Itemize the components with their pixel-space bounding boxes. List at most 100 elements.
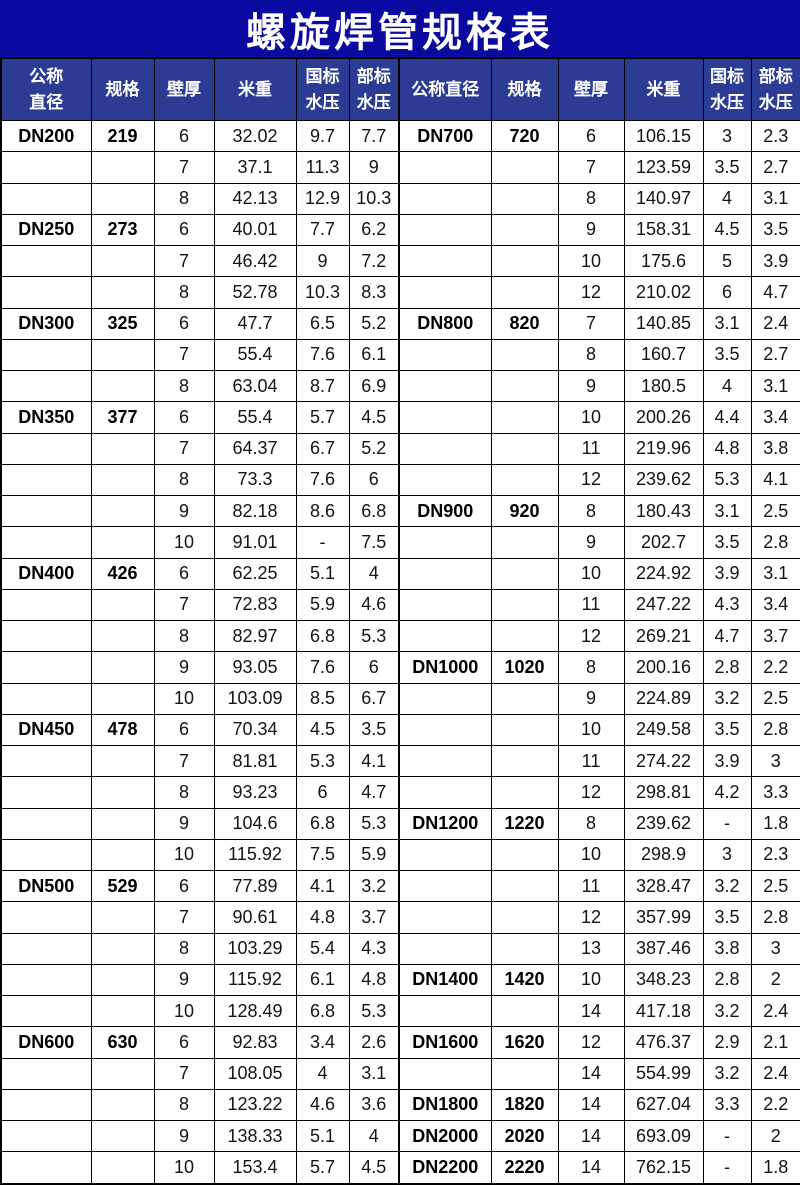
table-cell: 5.7 (295, 401, 350, 434)
table-cell (90, 276, 155, 309)
table-row: 8 82.97 6.8 5.3 12 269.21 4.7 3.7 (0, 619, 800, 653)
table-cell: 52.78 (213, 276, 297, 309)
table-cell: 476.37 (623, 1026, 704, 1059)
table-cell: DN350 (0, 401, 92, 434)
table-cell (490, 838, 559, 872)
table-cell: 82.97 (213, 619, 297, 653)
table-cell: 12 (557, 1026, 625, 1059)
table-cell: 7 (153, 901, 215, 934)
table-cell: 40.01 (213, 213, 297, 247)
table-cell: 7.6 (295, 463, 350, 497)
table-cell (398, 213, 492, 247)
table-cell: 3.4 (295, 1026, 350, 1059)
table-cell: 325 (90, 307, 155, 340)
table-cell: 6.8 (348, 494, 400, 528)
table-cell: 5.3 (295, 744, 350, 778)
table-cell (398, 619, 492, 653)
table-cell: 2.8 (702, 651, 752, 684)
table-cell: 7.7 (348, 119, 400, 153)
table-row: DN500 529 6 77.89 4.1 3.2 11 328.47 3.2 2.5 (0, 869, 800, 903)
table-cell: 6.1 (295, 963, 350, 997)
table-cell (398, 932, 492, 965)
table-cell: DN900 (398, 494, 492, 528)
table-cell: 5.9 (348, 838, 400, 872)
table-cell: 224.92 (623, 557, 704, 590)
table-cell: 1420 (490, 963, 559, 997)
table-cell: 269.21 (623, 619, 704, 653)
table-cell (398, 401, 492, 434)
table-cell: 9 (153, 651, 215, 684)
table-row: 8 52.78 10.3 8.3 12 210.02 6 4.7 (0, 276, 800, 309)
table-cell: 11 (557, 744, 625, 778)
table-cell: 4.1 (295, 869, 350, 903)
table-cell: 11 (557, 432, 625, 465)
table-cell: 160.7 (623, 338, 704, 372)
table-cell: 7 (153, 744, 215, 778)
table-cell (0, 1057, 92, 1090)
table-cell: 6.7 (295, 432, 350, 465)
table-cell: 4.5 (348, 401, 400, 434)
table-cell: 2 (750, 963, 800, 997)
table-cell: 3.1 (702, 307, 752, 340)
table-cell (90, 494, 155, 528)
table-cell (490, 276, 559, 309)
table-cell: 298.9 (623, 838, 704, 872)
table-cell (90, 151, 155, 184)
table-cell (0, 682, 92, 715)
table-cell: 180.5 (623, 369, 704, 403)
table-cell: 47.7 (213, 307, 297, 340)
header-mb-pressure-left: 部标 水压 (348, 57, 400, 121)
table-cell (398, 588, 492, 622)
table-cell (0, 463, 92, 497)
table-cell (0, 1119, 92, 1153)
table-cell: 417.18 (623, 994, 704, 1028)
table-cell (490, 744, 559, 778)
table-cell: 1.8 (750, 807, 800, 840)
table-cell: DN800 (398, 307, 492, 340)
table-cell: 10 (153, 526, 215, 559)
table-cell: 10.3 (295, 276, 350, 309)
table-cell: 4.8 (348, 963, 400, 997)
table-cell: 7 (153, 588, 215, 622)
table-cell: 348.23 (623, 963, 704, 997)
table-cell: 7 (153, 432, 215, 465)
table-cell: 3.5 (702, 338, 752, 372)
table-cell: 9.7 (295, 119, 350, 153)
table-cell: 2.9 (702, 1026, 752, 1059)
table-cell: 2.2 (750, 1088, 800, 1122)
table-cell (90, 651, 155, 684)
table-cell: 12 (557, 619, 625, 653)
table-cell (0, 744, 92, 778)
table-cell: 627.04 (623, 1088, 704, 1122)
table-cell (398, 526, 492, 559)
table-cell: 8 (557, 807, 625, 840)
table-cell: 7 (153, 244, 215, 278)
table-cell: 3.9 (750, 244, 800, 278)
table-cell: 1.8 (750, 1151, 800, 1185)
table-cell: 3.2 (702, 994, 752, 1028)
table-row: 9 138.33 5.1 4 DN2000 2020 14 693.09-2 (0, 1119, 800, 1153)
table-cell: 3.3 (750, 776, 800, 809)
table-cell: 7.5 (295, 838, 350, 872)
table-cell: 10 (557, 838, 625, 872)
table-cell: 6 (153, 307, 215, 340)
table-cell: 12 (557, 463, 625, 497)
table-cell (490, 338, 559, 372)
table-cell (490, 182, 559, 215)
table-cell (90, 901, 155, 934)
table-cell: 175.6 (623, 244, 704, 278)
table-cell: 3 (702, 838, 752, 872)
table-cell: 63.04 (213, 369, 297, 403)
table-cell (0, 963, 92, 997)
table-row: 9 82.18 8.6 6.8 DN900 920 8 180.43 3.1 2.5 (0, 494, 800, 528)
table-row: 10 91.01-7.5 9 202.7 3.5 2.8 (0, 526, 800, 559)
table-cell: 12.9 (295, 182, 350, 215)
table-row: 7 90.61 4.8 3.7 12 357.99 3.5 2.8 (0, 901, 800, 934)
table-cell: 6 (153, 213, 215, 247)
table-cell: 2.2 (750, 651, 800, 684)
table-cell: 5.1 (295, 1119, 350, 1153)
header-mb-pressure-right: 部标 水压 (750, 57, 800, 121)
table-cell (0, 838, 92, 872)
table-cell: 6 (153, 401, 215, 434)
table-cell: DN450 (0, 713, 92, 747)
